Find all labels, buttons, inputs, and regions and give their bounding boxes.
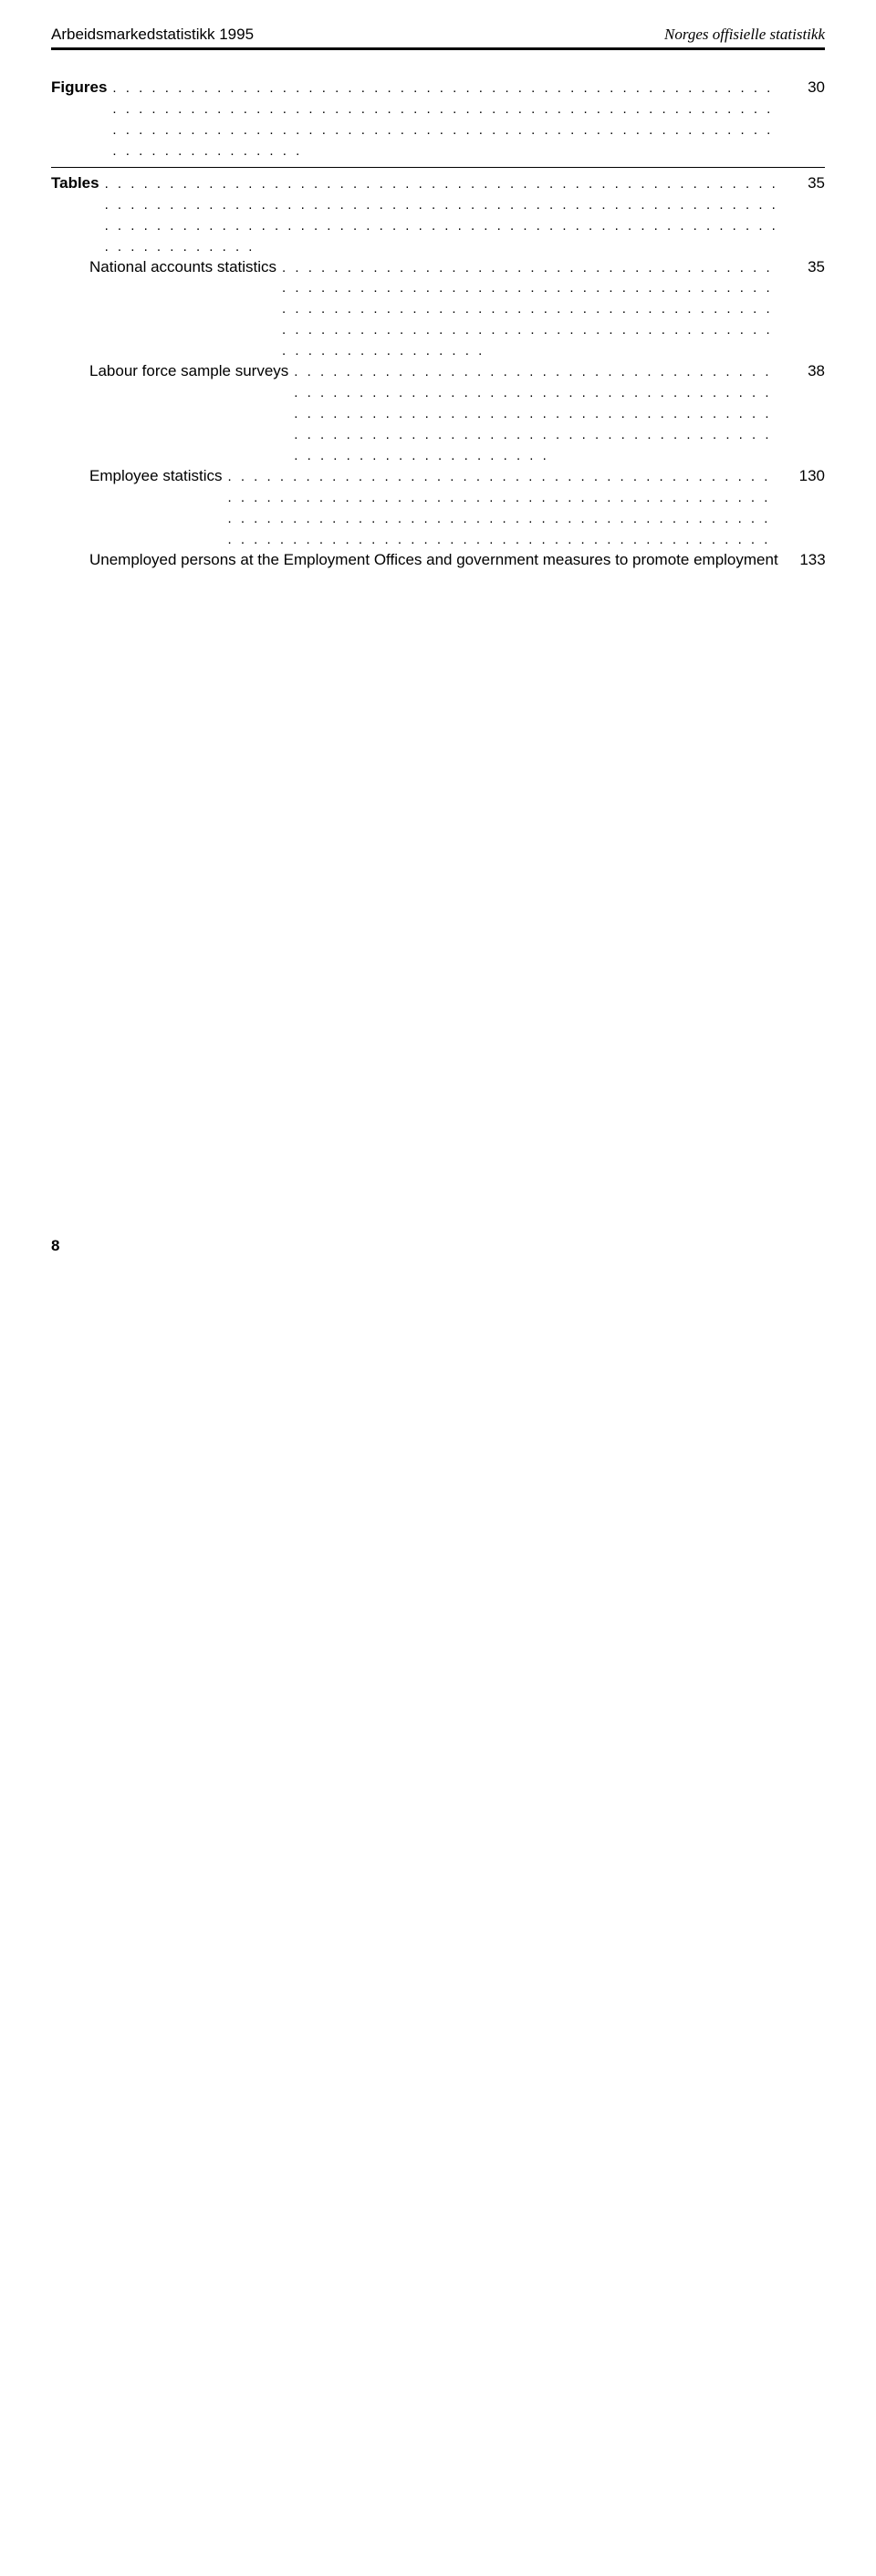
header-rule xyxy=(51,47,825,50)
header-left: Arbeidsmarkedstatistikk 1995 xyxy=(51,26,254,44)
toc-tables: Tables 35 xyxy=(51,173,825,257)
toc-page: 35 xyxy=(788,173,825,194)
toc-item: Unemployed persons at the Employment Off… xyxy=(51,550,825,2576)
toc-page: 133 xyxy=(789,550,826,571)
toc-label: Unemployed persons at the Employment Off… xyxy=(89,550,778,571)
toc-item: Labour force sample surveys 38 xyxy=(51,361,825,466)
toc-label: Labour force sample surveys xyxy=(89,361,288,382)
divider xyxy=(51,167,825,168)
toc-leader xyxy=(105,173,783,257)
header-right: Norges offisielle statistikk xyxy=(664,26,825,44)
toc-item: Employee statistics 130 xyxy=(51,466,825,550)
toc-label: Employee statistics xyxy=(89,466,223,487)
toc-page: 35 xyxy=(788,257,825,278)
toc-page: 38 xyxy=(788,361,825,382)
toc-page: 30 xyxy=(788,78,825,99)
toc-page: 130 xyxy=(788,466,825,487)
page-header: Arbeidsmarkedstatistikk 1995 Norges offi… xyxy=(51,26,825,44)
toc-figures: Figures 30 xyxy=(51,78,825,161)
toc-leader xyxy=(112,78,783,161)
toc-label: National accounts statistics xyxy=(89,257,276,278)
page-number: 8 xyxy=(51,1237,59,1255)
toc-label: Figures xyxy=(51,78,107,99)
toc-item: National accounts statistics 35 xyxy=(51,257,825,362)
toc-leader xyxy=(282,257,783,362)
toc-label: Tables xyxy=(51,173,99,194)
toc-leader xyxy=(294,361,783,466)
toc-leader xyxy=(228,466,784,550)
